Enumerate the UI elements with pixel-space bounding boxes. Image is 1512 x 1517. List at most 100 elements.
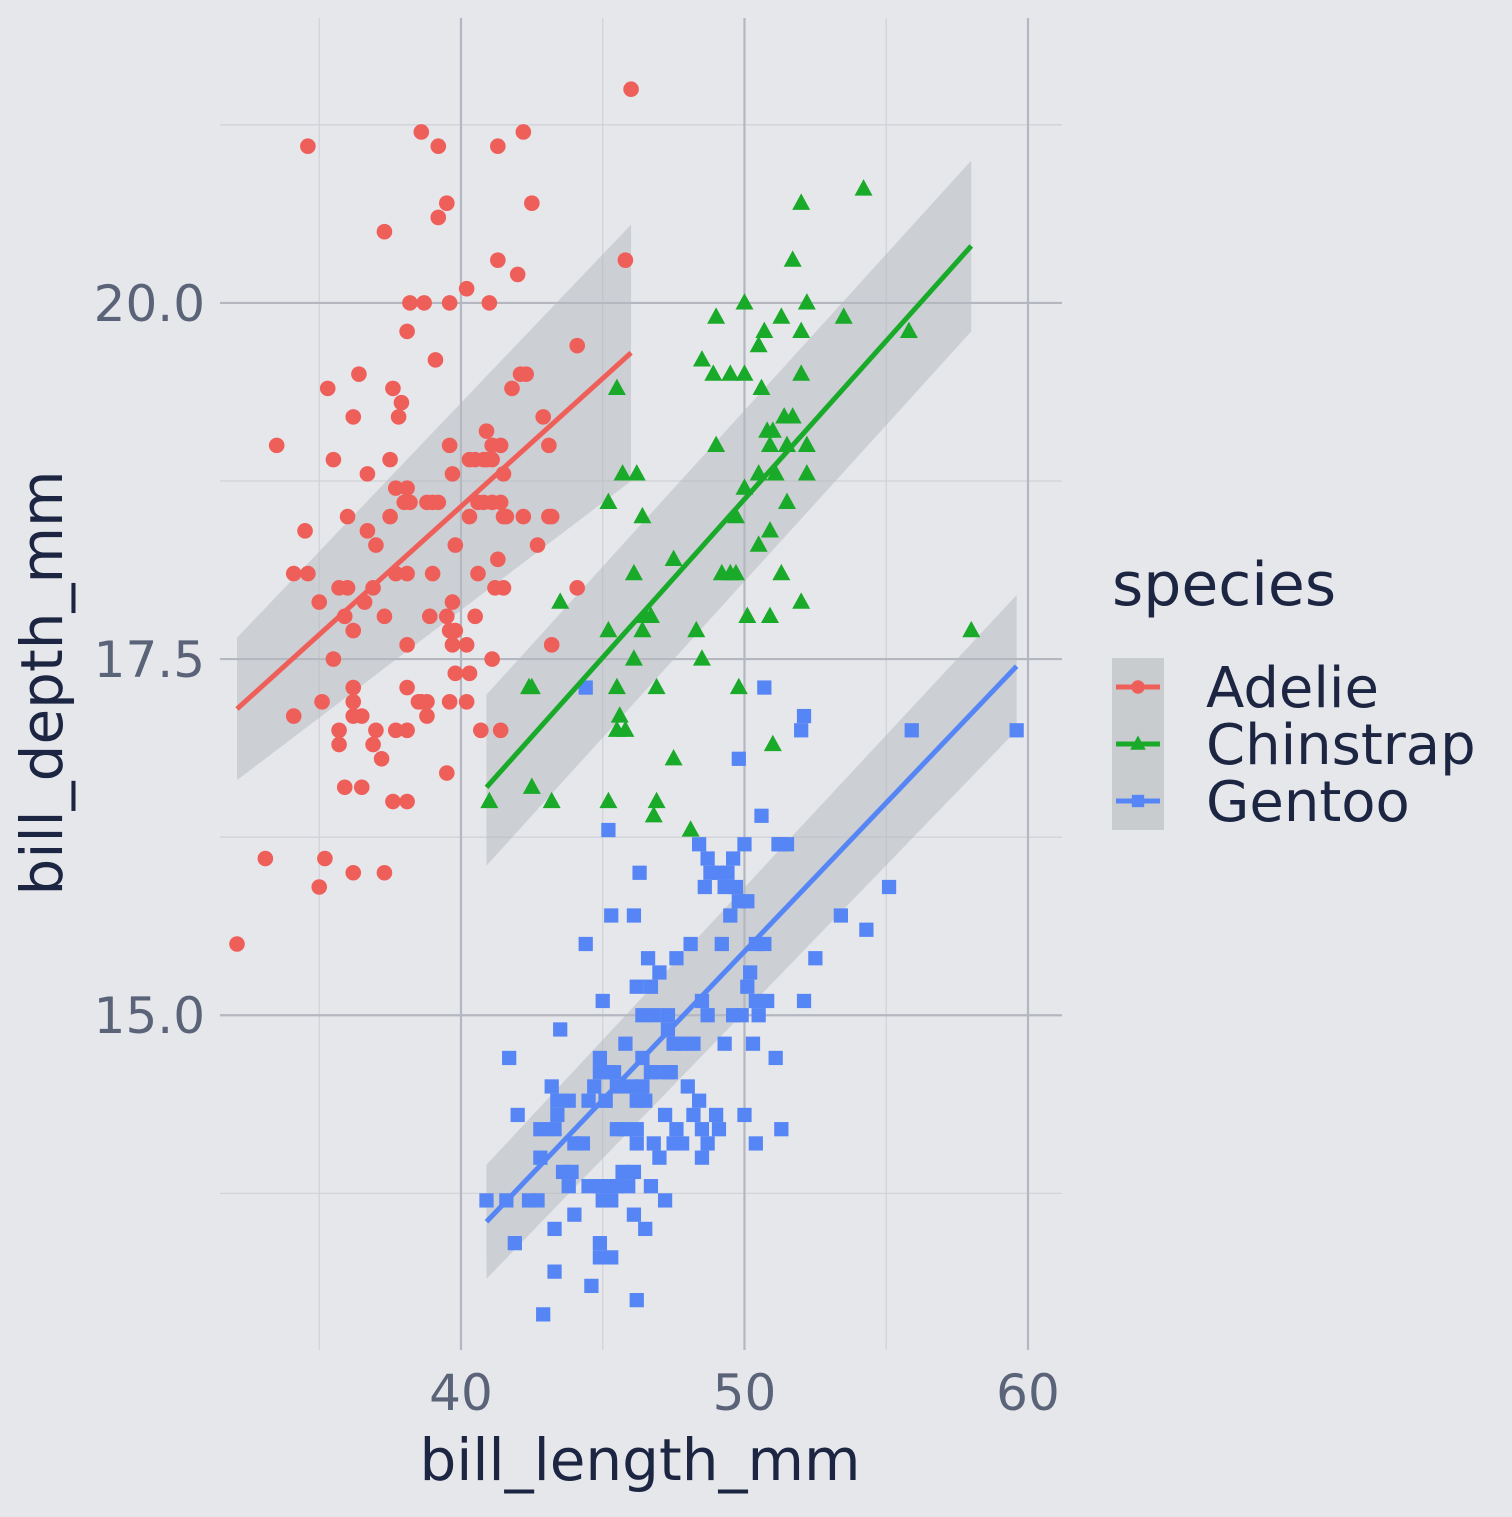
point-triangle	[664, 549, 683, 566]
point-square	[618, 1036, 633, 1051]
point-circle	[490, 551, 506, 568]
point-square	[680, 1079, 695, 1094]
point-triangle	[721, 364, 740, 381]
point-circle	[399, 679, 415, 696]
point-square	[1009, 723, 1024, 738]
point-square	[626, 1164, 642, 1180]
point-square	[626, 908, 642, 923]
point-square	[502, 1050, 517, 1066]
point-circle	[509, 266, 526, 283]
point-circle	[492, 494, 509, 511]
point-square	[629, 1136, 644, 1151]
point-square	[694, 1122, 710, 1137]
point-circle	[475, 494, 492, 511]
point-triangle	[613, 464, 632, 481]
point-circle	[339, 580, 356, 596]
point-circle	[515, 124, 532, 140]
point-triangle	[726, 563, 745, 581]
point-circle	[441, 295, 458, 311]
point-triangle	[749, 335, 768, 353]
point-circle	[461, 508, 478, 525]
point-triangle	[707, 435, 726, 452]
point-triangle	[599, 492, 618, 509]
point-square	[544, 1079, 559, 1094]
point-square	[1131, 794, 1145, 808]
point-square	[561, 1179, 576, 1194]
point-circle	[444, 594, 461, 610]
point-square	[567, 1207, 582, 1222]
point-square	[700, 1008, 715, 1023]
point-circle	[345, 409, 362, 425]
point-circle	[447, 622, 464, 639]
point-square	[592, 1050, 608, 1066]
point-circle	[331, 736, 347, 753]
point-triangle	[792, 364, 811, 381]
point-circle	[441, 694, 458, 710]
point-triangle	[607, 378, 626, 396]
point-square	[748, 1136, 763, 1151]
point-circle	[504, 380, 520, 397]
point-triangle	[551, 592, 570, 609]
point-circle	[529, 537, 546, 553]
point-square	[581, 1093, 596, 1108]
point-square	[643, 1179, 659, 1194]
point-square	[720, 865, 735, 880]
point-triangle	[735, 293, 754, 310]
point-square	[626, 1207, 642, 1222]
point-triangle	[749, 535, 768, 552]
point-square	[683, 936, 698, 952]
point-circle	[345, 622, 362, 639]
point-circle	[368, 537, 384, 553]
point-circle	[430, 494, 447, 511]
point-triangle	[692, 350, 711, 367]
point-square	[859, 922, 874, 937]
point-square	[674, 1036, 690, 1051]
point-circle	[311, 879, 328, 895]
point-circle	[430, 138, 447, 155]
point-square	[507, 1236, 522, 1251]
point-square	[833, 908, 848, 923]
point-square	[629, 979, 644, 994]
point-circle	[439, 608, 455, 625]
point-triangle	[778, 492, 797, 509]
point-circle	[268, 437, 285, 454]
point-circle	[368, 722, 384, 739]
point-square	[629, 1293, 644, 1308]
point-circle	[444, 466, 461, 482]
point-triangle	[542, 791, 561, 809]
point-square	[768, 1050, 783, 1066]
point-square	[881, 879, 897, 895]
point-square	[737, 1107, 752, 1123]
point-circle	[399, 722, 415, 739]
point-square	[553, 1022, 568, 1037]
point-circle	[353, 708, 370, 724]
point-square	[547, 1264, 562, 1279]
point-triangle	[792, 592, 811, 609]
point-square	[649, 1065, 664, 1080]
point-circle	[424, 565, 441, 582]
point-square	[726, 1008, 741, 1023]
point-square	[657, 1107, 673, 1123]
point-circle	[387, 722, 404, 739]
point-square	[757, 680, 772, 695]
y-tick-label: 17.5	[94, 631, 205, 689]
point-square	[731, 894, 746, 909]
point-triangle	[783, 250, 802, 267]
point-circle	[481, 295, 498, 311]
point-circle	[447, 665, 464, 682]
point-circle	[473, 722, 489, 739]
point-circle	[314, 694, 330, 710]
point-triangle	[775, 407, 794, 424]
point-circle	[484, 451, 500, 468]
point-circle	[492, 437, 509, 454]
point-triangle	[755, 321, 774, 339]
point-circle	[339, 508, 356, 525]
point-square	[587, 1079, 602, 1094]
point-square	[754, 808, 769, 823]
point-square	[640, 951, 656, 966]
point-triangle	[664, 749, 683, 766]
point-circle	[373, 750, 390, 767]
point-square	[547, 1221, 562, 1237]
point-circle	[390, 409, 407, 425]
